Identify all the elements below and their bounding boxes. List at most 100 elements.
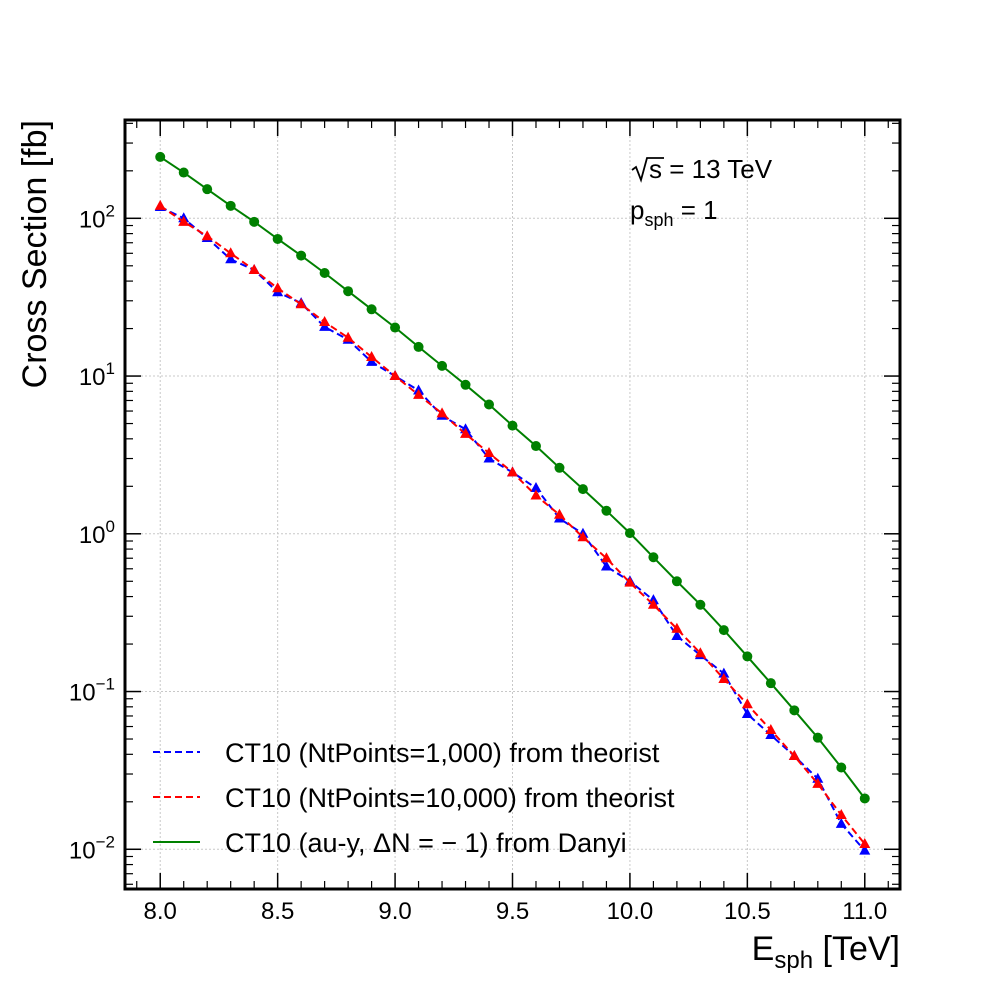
data-point — [718, 673, 730, 684]
data-point — [835, 817, 847, 828]
data-point — [765, 724, 777, 735]
annotations: s = 13 TeV psph = 1 — [630, 154, 773, 230]
data-point — [342, 331, 354, 342]
x-axis-label-sub: sph — [774, 947, 813, 974]
x-axis-label-unit: [TeV] — [813, 930, 900, 968]
y-tick-exponent: −1 — [96, 675, 115, 694]
data-point — [741, 698, 753, 709]
legend-label-1: CT10 (NtPoints=10,000) from theorist — [225, 783, 675, 813]
y-tick-base: 10 — [79, 522, 106, 549]
data-point — [836, 762, 847, 773]
psph-main: p — [630, 195, 644, 225]
data-point — [366, 304, 377, 315]
data-point — [742, 651, 753, 662]
data-point — [859, 838, 871, 849]
data-point — [437, 360, 448, 371]
axis-labels: Esph [TeV] Cross Section [fb] — [16, 120, 900, 974]
data-point — [343, 286, 354, 297]
data-point — [366, 351, 378, 362]
data-point — [484, 399, 495, 410]
data-point — [225, 247, 237, 258]
ticks: 8.0 8.5 9.0 9.5 10.0 10.5 11.010−210−110010110… — [69, 120, 900, 925]
x-axis-label: Esph [TeV] — [752, 930, 900, 974]
x-tick-label: 11.0 — [842, 898, 887, 925]
data-point — [202, 184, 213, 195]
psph-sub: sph — [644, 210, 673, 230]
psph-annotation: psph = 1 — [630, 195, 718, 230]
data-point — [413, 388, 425, 399]
data-point — [155, 151, 166, 162]
data-point — [859, 793, 870, 804]
data-point — [648, 552, 659, 563]
data-point — [601, 505, 612, 516]
data-point — [483, 447, 495, 458]
legend-label-0: CT10 (NtPoints=1,000) from theorist — [225, 738, 660, 768]
data-point — [248, 264, 260, 275]
y-tick-exponent: 0 — [106, 517, 115, 536]
data-point — [788, 750, 800, 761]
y-tick-base: 10 — [69, 680, 96, 707]
data-point — [178, 167, 189, 178]
data-point — [812, 732, 823, 743]
data-point — [390, 322, 401, 333]
x-tick-label: 10.0 — [607, 898, 654, 925]
series-layer — [154, 151, 871, 855]
data-point — [671, 629, 683, 640]
data-point — [460, 427, 472, 438]
y-tick-label: 102 — [79, 201, 115, 233]
energy-value: = 13 TeV — [662, 154, 773, 184]
data-point — [530, 489, 542, 500]
data-point — [647, 598, 659, 609]
data-point — [554, 462, 565, 473]
data-point — [600, 560, 612, 571]
y-tick-exponent: 1 — [106, 359, 115, 378]
data-point — [436, 407, 448, 418]
data-point — [389, 370, 401, 381]
data-point — [624, 576, 636, 587]
data-point — [530, 482, 542, 493]
x-tick-label: 9.5 — [496, 898, 529, 925]
y-tick-base: 10 — [69, 837, 96, 864]
data-point — [154, 199, 166, 210]
y-tick-label: 100 — [79, 517, 115, 549]
data-point — [671, 622, 683, 633]
data-point — [789, 705, 800, 716]
data-point — [718, 625, 729, 636]
data-point — [483, 452, 495, 463]
y-tick-label: 10−1 — [69, 675, 115, 707]
data-point — [249, 216, 260, 227]
x-tick-label: 10.5 — [724, 898, 771, 925]
y-tick-label: 10−2 — [69, 832, 115, 864]
data-point — [741, 708, 753, 719]
data-point — [765, 678, 776, 689]
x-axis-label-main: E — [752, 930, 775, 968]
data-point — [319, 316, 331, 327]
sqrt-argument: s — [649, 154, 662, 184]
data-point — [695, 599, 706, 610]
data-point — [507, 420, 518, 431]
y-tick-exponent: −2 — [96, 832, 115, 851]
data-point — [225, 200, 236, 211]
data-point — [718, 667, 730, 678]
legend: CT10 (NtPoints=1,000) from theorist CT10 … — [153, 738, 675, 858]
sqrt-sign — [631, 157, 664, 183]
data-point — [530, 441, 541, 452]
data-point — [859, 844, 871, 855]
data-point — [577, 484, 588, 495]
data-point — [835, 808, 847, 819]
x-tick-label: 9.0 — [378, 898, 411, 925]
data-point — [671, 576, 682, 587]
data-point — [624, 528, 635, 539]
y-tick-label: 101 — [79, 359, 115, 391]
grid — [125, 120, 900, 889]
data-point — [225, 253, 237, 264]
energy-annotation: s = 13 TeV — [649, 154, 773, 184]
data-point — [272, 282, 284, 293]
data-point — [507, 466, 518, 477]
data-point — [178, 215, 190, 226]
data-point — [577, 531, 589, 542]
x-tick-label: 8.5 — [261, 898, 294, 925]
data-point — [812, 777, 824, 788]
